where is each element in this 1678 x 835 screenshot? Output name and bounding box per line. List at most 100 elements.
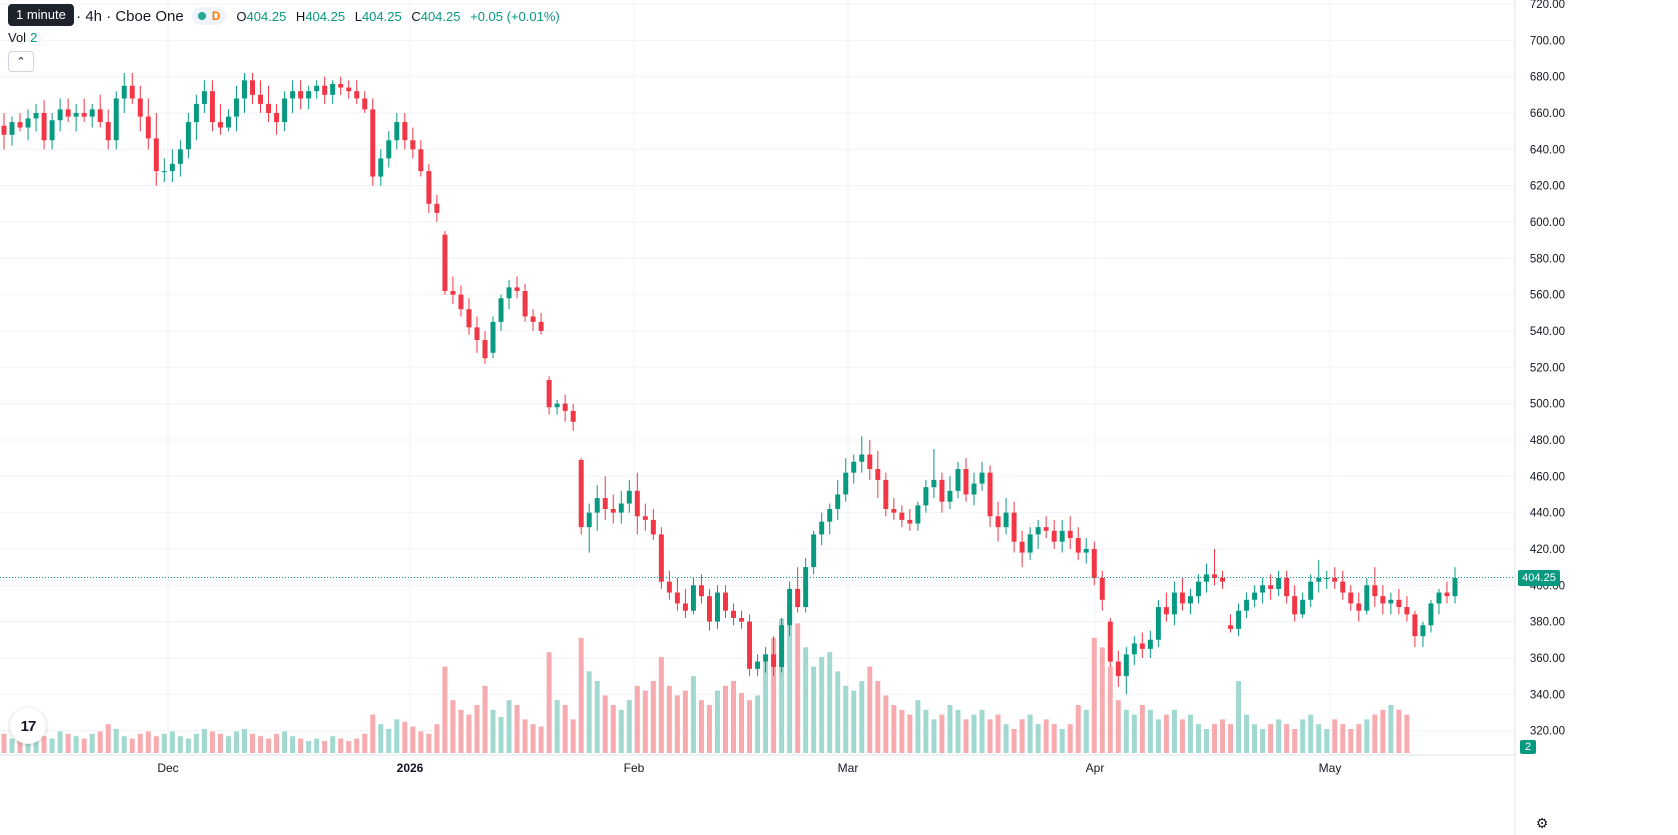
volume-bar: [1195, 724, 1201, 753]
volume-bar: [161, 733, 167, 753]
y-tick-label: 540.00: [1530, 326, 1565, 338]
volume-bar: [682, 690, 688, 753]
candle-body: [506, 287, 512, 299]
candle-body: [306, 91, 312, 99]
candle-body: [458, 294, 464, 310]
volume-bar: [747, 700, 753, 753]
candle-body: [17, 122, 23, 128]
candle-body: [362, 98, 368, 110]
volume-bar: [1212, 724, 1217, 753]
volume-bar: [298, 738, 304, 753]
volume-bar: [169, 731, 175, 753]
candle-body: [137, 98, 143, 117]
volume-bar: [562, 705, 568, 753]
volume-bar: [1380, 709, 1386, 753]
volume-bar: [17, 741, 23, 753]
candle-body: [634, 490, 640, 517]
volume-bar: [618, 709, 624, 753]
legend-header: nc. · 4h · Cboe One D O404.25 H404.25 L4…: [8, 6, 560, 26]
volume-bar: [370, 714, 376, 753]
market-status[interactable]: D: [191, 7, 227, 25]
collapse-legend-button[interactable]: ⌃: [8, 51, 34, 72]
volume-bar: [1236, 681, 1242, 753]
candle-body: [1356, 603, 1362, 611]
volume-bar: [1324, 729, 1330, 753]
volume-bar: [378, 724, 384, 753]
candle-body: [682, 603, 688, 611]
volume-bar: [1003, 724, 1009, 753]
candle-body: [1019, 541, 1025, 553]
volume-bar: [1300, 719, 1306, 753]
candle-body: [1003, 512, 1009, 528]
volume-bar: [1115, 700, 1121, 753]
volume-bar: [546, 652, 552, 753]
volume-bar: [867, 666, 873, 753]
volume-bar: [177, 736, 183, 753]
volume-bar: [418, 731, 424, 753]
candle-body: [763, 654, 769, 662]
volume-bar: [225, 736, 231, 753]
volume-bar: [362, 733, 368, 753]
candle-body: [41, 112, 47, 141]
candle-body: [674, 592, 680, 604]
volume-bar: [402, 721, 408, 753]
volume-bar: [1099, 647, 1105, 753]
volume-bar: [129, 738, 135, 753]
candle-body: [394, 122, 400, 141]
candle-body: [225, 116, 231, 128]
candle-body: [1051, 530, 1057, 542]
candle-body: [522, 291, 528, 317]
change-value: +0.05 (+0.01%): [470, 8, 560, 24]
volume-bar: [498, 717, 504, 753]
open-value: 404.25: [246, 8, 287, 24]
volume-bar: [506, 700, 512, 753]
candle-body: [25, 118, 31, 128]
candle-body: [418, 149, 424, 172]
x-tick-label: Apr: [1086, 761, 1105, 775]
volume-bar: [121, 736, 127, 753]
delay-badge: D: [211, 9, 221, 23]
gear-icon[interactable]: ⚙: [1535, 815, 1549, 831]
volume-bar: [426, 733, 432, 753]
candle-body: [1284, 578, 1290, 597]
candle-body: [747, 621, 753, 669]
volume-bar: [755, 695, 761, 753]
candle-body: [1083, 548, 1089, 553]
volume-bar: [1123, 709, 1129, 753]
volume-bar: [1396, 709, 1402, 753]
volume-bar: [9, 738, 15, 753]
symbol-title[interactable]: nc. · 4h · Cboe One: [52, 7, 184, 25]
interval-tooltip: 1 minute: [8, 4, 74, 26]
volume-bar: [33, 741, 39, 753]
volume-bar: [827, 652, 833, 753]
candle-body: [314, 85, 320, 92]
candle-body: [1348, 592, 1354, 604]
candle-body: [546, 380, 552, 408]
volume-bar: [322, 741, 328, 753]
candle-body: [955, 469, 961, 491]
candle-body: [963, 469, 969, 495]
candle-body: [594, 498, 600, 513]
candle-body: [258, 94, 264, 104]
candle-body: [1043, 527, 1049, 531]
candle-body: [209, 91, 215, 123]
candle-body: [129, 85, 135, 99]
candle-body: [1155, 607, 1161, 640]
candle-body: [907, 519, 913, 524]
y-tick-label: 380.00: [1530, 617, 1565, 629]
candle-body: [731, 610, 736, 618]
volume-bar: [290, 736, 296, 753]
candle-body: [298, 91, 304, 99]
volume-bar: [1316, 724, 1322, 753]
volume-bar: [859, 681, 865, 753]
candle-body: [1179, 592, 1185, 604]
candle-body: [282, 98, 288, 123]
volume-bar: [706, 705, 712, 753]
candle-body: [1115, 661, 1121, 677]
volume-bar: [1372, 714, 1378, 753]
candle-body: [201, 91, 207, 104]
volume-bar: [731, 681, 736, 753]
volume-bar: [1019, 719, 1025, 753]
tradingview-logo-icon[interactable]: 17: [10, 708, 46, 744]
